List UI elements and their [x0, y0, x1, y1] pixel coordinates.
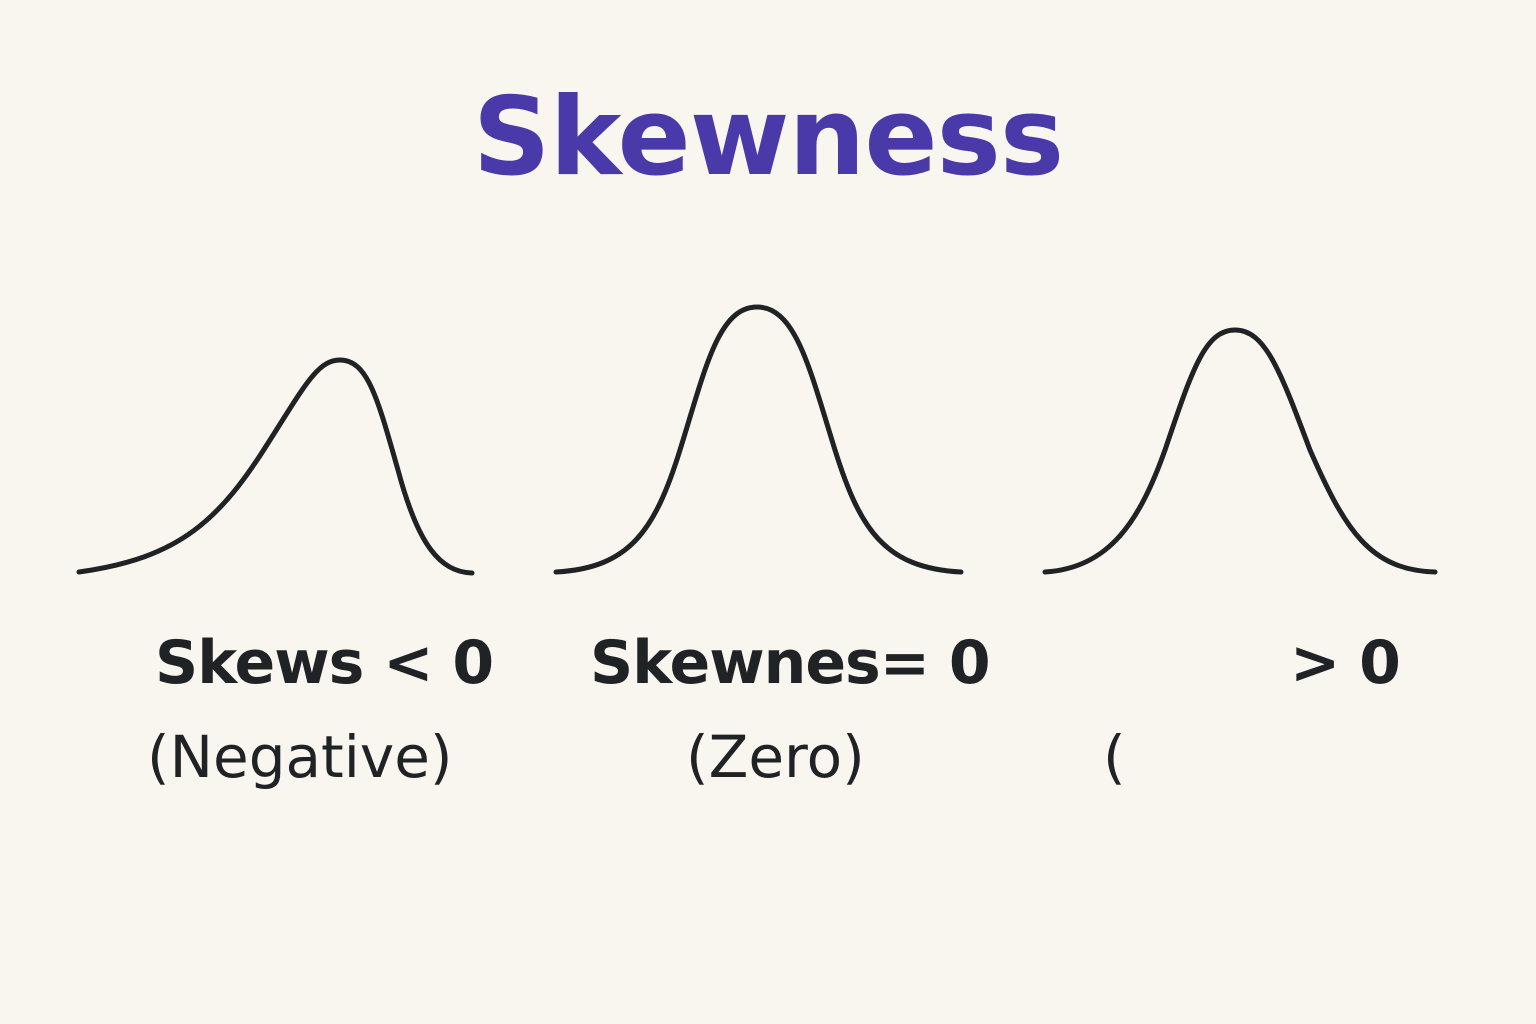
positive-skew-sublabel: (: [1103, 723, 1126, 791]
negative-skew-label: Skews < 0: [155, 628, 494, 698]
diagram-title: Skewness: [472, 75, 1064, 200]
zero-skew-label: Skewnes= 0: [590, 628, 991, 698]
positive-skew-curve: [1042, 327, 1438, 575]
zero-skew-sublabel: (Zero): [686, 723, 865, 791]
negative-skew-sublabel: (Negative): [147, 723, 453, 791]
zero-skew-curve: [553, 304, 964, 575]
positive-skew-label: > 0: [1290, 628, 1401, 698]
negative-skew-curve: [76, 357, 475, 576]
